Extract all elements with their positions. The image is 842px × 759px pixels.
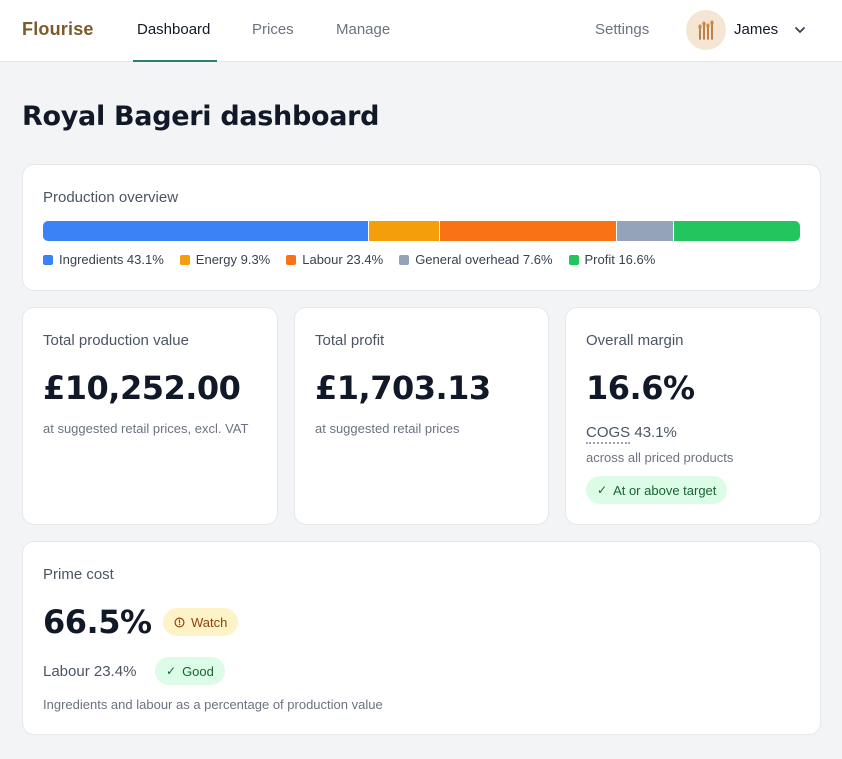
nav-settings[interactable]: Settings [595,21,650,38]
legend-swatch [43,254,53,265]
check-icon: ✓ [597,483,608,497]
margin-note: across all priced products [586,450,734,465]
total-profit-value: £1,703.13 [315,369,491,407]
labour-line: Labour 23.4% [43,663,137,680]
legend-label: Energy 9.3% [195,252,271,267]
legend-label: Profit 16.6% [584,252,656,267]
card-title: Prime cost [43,566,114,583]
cogs-term[interactable]: COGS [586,424,631,444]
prime-cost-value: 66.5% [43,603,152,641]
legend-swatch [568,254,579,265]
bar-segment-profit [674,221,800,241]
badge-label: Good [182,663,214,679]
card-title: Overall margin [586,332,684,349]
production-value: £10,252.00 [43,369,241,407]
target-status-badge: ✓ At or above target [586,476,728,504]
legend-item: Profit 16.6% [568,252,656,267]
nav-prices[interactable]: Prices [252,21,294,38]
brand-logo[interactable]: Flourise [22,19,94,39]
production-value-note: at suggested retail prices, excl. VAT [43,421,249,436]
total-profit-note: at suggested retail prices [315,421,460,436]
card-title: Production overview [43,189,179,206]
bar-segment-general [616,221,675,241]
badge-label: Watch [191,614,228,630]
nav-manage[interactable]: Manage [336,21,391,38]
prime-cost-note: Ingredients and labour as a percentage o… [43,697,383,712]
legend-item: General overhead 7.6% [399,252,553,267]
cost-breakdown-bar [43,221,800,241]
page-title: Royal Bageri dashboard [22,101,380,132]
overall-margin-value: 16.6% [586,369,695,407]
card-title: Total profit [315,332,385,349]
legend-swatch [399,254,410,265]
production-overview-card: Production overview Ingredients 43.1% Ene… [22,164,821,291]
avatar[interactable] [686,10,726,50]
clock-icon [174,617,185,627]
cogs-line: COGS 43.1% [586,424,677,444]
cogs-value: 43.1% [634,424,677,441]
bar-segment-energy [369,221,440,241]
legend-item: Energy 9.3% [179,252,271,267]
good-status-badge: ✓ Good [155,657,225,685]
active-tab-indicator [133,60,217,62]
legend-label: Labour 23.4% [302,252,384,267]
watch-status-badge: Watch [163,608,239,636]
overall-margin-card: Overall margin 16.6% COGS 43.1% across a… [565,307,821,525]
production-value-card: Total production value £10,252.00 at sug… [22,307,278,525]
legend-swatch [286,254,297,265]
user-name[interactable]: James [734,21,779,38]
legend-label: General overhead 7.6% [415,252,553,267]
chevron-down-icon[interactable] [793,23,807,37]
wheat-icon [698,20,714,40]
check-icon: ✓ [166,664,177,678]
legend-swatch [179,254,190,265]
legend-item: Ingredients 43.1% [43,252,164,267]
prime-cost-card: Prime cost 66.5% Watch Labour 23.4% ✓ Go… [22,541,821,735]
bar-segment-labour [439,221,617,241]
nav-dashboard[interactable]: Dashboard [137,21,211,38]
card-title: Total production value [43,332,189,349]
total-profit-card: Total profit £1,703.13 at suggested reta… [294,307,549,525]
legend-item: Labour 23.4% [286,252,383,267]
bar-segment-ingredients [43,221,370,241]
badge-label: At or above target [613,482,717,498]
cost-legend: Ingredients 43.1% Energy 9.3% Labour 23.4%… [43,252,671,267]
legend-label: Ingredients 43.1% [59,252,164,267]
top-nav: Flourise Dashboard Prices Manage Setting… [0,0,842,62]
